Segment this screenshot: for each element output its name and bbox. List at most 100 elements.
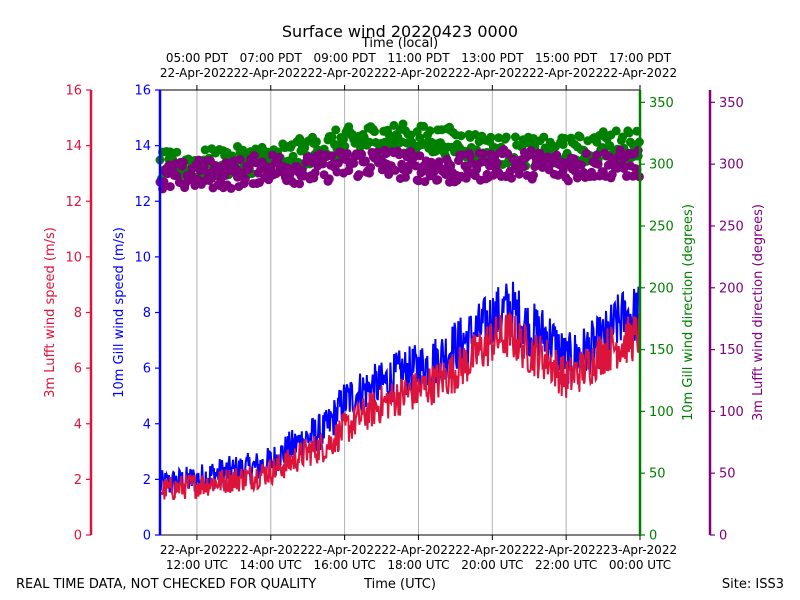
gill-direction-point [419, 121, 429, 131]
chart-title: Surface wind 20220423 0000 [282, 22, 518, 41]
tick-label: 18:00 UTC [387, 558, 449, 572]
lufft-direction-point [514, 169, 524, 179]
gill-direction-point [331, 125, 341, 135]
gill-direction-point [311, 137, 321, 147]
lufft-direction-point [354, 170, 364, 180]
gill-direction-point [486, 132, 496, 142]
tick-label: 22-Apr-2022 [529, 543, 603, 557]
lufft-direction-point [372, 147, 382, 157]
lufft-direction-point [461, 173, 471, 183]
gill-direction-point [364, 137, 374, 147]
axis-label: 3m Lufft wind speed (m/s) [43, 227, 58, 398]
tick-label: 0 [649, 529, 657, 544]
lufft-direction-point [366, 163, 376, 172]
tick-label: 00:00 UTC [609, 558, 671, 572]
lufft-direction-point [342, 149, 352, 158]
lufft-direction-point [563, 176, 573, 186]
lufft-direction-point [433, 175, 443, 185]
lufft-direction-point [478, 149, 488, 159]
tick-label: 6 [143, 362, 151, 377]
tick-label: 300 [649, 158, 674, 173]
tick-label: 2 [143, 473, 151, 488]
tick-label: 22-Apr-2022 [455, 66, 529, 80]
tick-label: 22-Apr-2022 [529, 66, 603, 80]
lufft-direction-point [434, 157, 444, 167]
lufft-direction-point [361, 156, 370, 166]
lufft-speed-line [159, 310, 641, 500]
gill-direction-point [165, 147, 175, 157]
lufft-direction-point [295, 179, 305, 189]
tick-label: 10 [134, 250, 151, 265]
tick-label: 350 [719, 96, 744, 111]
tick-label: 22-Apr-2022 [381, 543, 455, 557]
tick-label: 8 [74, 306, 82, 321]
tick-label: 4 [143, 417, 151, 432]
lufft-direction-point [357, 149, 367, 159]
tick-label: 09:00 PDT [314, 51, 377, 65]
lufft-direction-point [327, 151, 337, 161]
tick-label: 22-Apr-2022 [160, 543, 234, 557]
lufft-direction-point [194, 155, 204, 165]
tick-label: 23-Apr-2022 [603, 543, 677, 557]
lufft-direction-point [240, 174, 250, 184]
gill-direction-point [611, 126, 621, 136]
top-axis-label: Time (local) [361, 36, 438, 51]
lufft-direction-point [558, 165, 568, 175]
tick-label: 14:00 UTC [240, 558, 302, 572]
lufft-direction-point [576, 160, 586, 170]
tick-label: 8 [143, 306, 151, 321]
lufft-direction-point [415, 151, 425, 161]
tick-label: 2 [74, 473, 82, 488]
lufft-direction-point [165, 182, 175, 192]
tick-label: 14 [134, 139, 151, 154]
gill-direction-point [389, 120, 399, 130]
gill-direction-point [510, 132, 520, 142]
tick-label: 0 [719, 529, 727, 544]
lufft-direction-point [318, 159, 328, 169]
lufft-direction-point [569, 154, 578, 164]
tick-label: 0 [74, 529, 82, 544]
lufft-direction-point [529, 170, 538, 180]
tick-label: 16:00 UTC [314, 558, 376, 572]
gill-direction-point [501, 132, 511, 142]
lufft-direction-point [492, 158, 502, 168]
gill-direction-point [398, 119, 408, 129]
lufft-direction-point [592, 150, 602, 160]
gill-direction-point [339, 134, 348, 144]
gill-direction-point [295, 134, 305, 143]
tick-label: 50 [719, 467, 736, 482]
lufft-direction-point [178, 157, 188, 167]
lufft-direction-point [349, 158, 359, 168]
tick-label: 14 [65, 139, 82, 154]
lufft-direction-point [507, 173, 516, 183]
tick-label: 13:00 PDT [461, 51, 524, 65]
lufft-direction-point [552, 150, 562, 160]
tick-label: 22-Apr-2022 [308, 543, 382, 557]
lufft-direction-point [324, 174, 334, 184]
lufft-direction-point [465, 151, 475, 161]
tick-label: 4 [74, 417, 82, 432]
gill-direction-point [415, 133, 425, 143]
lufft-speed-axis: 0 2 4 6 8 10 12 14 16 3m Lufft wind speed (m/s) [43, 84, 93, 544]
lufft-direction-point [390, 165, 400, 175]
lufft-direction-point [244, 164, 254, 174]
tick-label: 22-Apr-2022 [234, 66, 308, 80]
gill-direction-point [327, 132, 337, 142]
tick-label: 150 [649, 343, 674, 358]
lufft-direction-axis: 0 50 100 150 200 250 300 350 3m Lufft wind direc… [708, 90, 766, 544]
tick-label: 11:00 PDT [387, 51, 450, 65]
gill-direction-point [370, 127, 379, 137]
lufft-direction-point [226, 183, 236, 193]
tick-label: 17:00 PDT [609, 51, 672, 65]
tick-label: 10 [65, 250, 82, 265]
gill-direction-point [575, 132, 585, 142]
gill-direction-point [560, 133, 569, 143]
lufft-direction-points [155, 145, 644, 194]
tick-label: 07:00 PDT [240, 51, 303, 65]
tick-label: 22-Apr-2022 [455, 543, 529, 557]
lufft-direction-point [593, 159, 603, 169]
tick-label: 12 [134, 195, 151, 210]
